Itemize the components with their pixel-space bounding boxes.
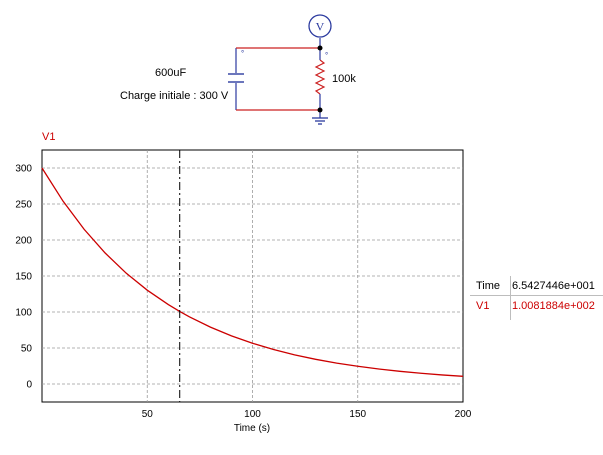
- cursor-series-label: V1: [476, 300, 490, 312]
- x-tick-label: 200: [455, 409, 472, 420]
- cursor-readout-table: Time 6.5427446e+001 V1 1.0081884e+002: [470, 276, 603, 320]
- chart-series-title: V1: [42, 131, 55, 143]
- voltmeter-icon: V: [308, 14, 332, 38]
- circuit-schematic: ° ° V 600uF Charge initiale : 300 V 100k: [120, 14, 356, 125]
- y-tick-labels: 0 50 100 150 200 250 300: [15, 164, 32, 391]
- x-tick-label: 50: [142, 409, 154, 420]
- cursor-table-row-divider: [470, 295, 603, 296]
- cursor-series-value: 1.0081884e+002: [512, 300, 595, 312]
- capacitor-label: 600uF: [155, 67, 186, 79]
- y-tick-label: 150: [15, 272, 32, 283]
- cursor-row-v1: V1 1.0081884e+002: [470, 296, 603, 316]
- y-tick-label: 250: [15, 200, 32, 211]
- series-line-v1: [41, 167, 464, 377]
- x-axis-label: Time (s): [234, 423, 270, 434]
- y-tick-label: 200: [15, 236, 32, 247]
- chart: V1 0 50 100 150 200 250 300 50 100 150 200 Time (…: [15, 131, 471, 434]
- y-tick-label: 50: [21, 344, 33, 355]
- grid-lines: [42, 150, 463, 402]
- x-tick-label: 100: [244, 409, 261, 420]
- y-tick-label: 300: [15, 164, 32, 175]
- node-top: [317, 45, 323, 51]
- capacitor-pin-mark: °: [241, 49, 244, 58]
- node-bottom: [317, 107, 323, 113]
- cursor-table-divider: [510, 276, 511, 320]
- voltmeter-symbol: V: [316, 20, 325, 34]
- charge-label: Charge initiale : 300 V: [120, 90, 229, 102]
- cursor-row-time: Time 6.5427446e+001: [470, 276, 603, 296]
- x-tick-label: 150: [349, 409, 366, 420]
- resistor-label: 100k: [332, 73, 356, 85]
- resistor-pin-mark: °: [325, 51, 328, 60]
- cursor-time-label: Time: [476, 280, 501, 292]
- y-tick-label: 0: [26, 380, 32, 391]
- ground-icon: [312, 117, 328, 125]
- resistor-symbol: [314, 59, 326, 95]
- x-tick-labels: 50 100 150 200: [142, 409, 472, 420]
- cursor-time-value: 6.5427446e+001: [512, 280, 595, 292]
- y-tick-label: 100: [15, 308, 32, 319]
